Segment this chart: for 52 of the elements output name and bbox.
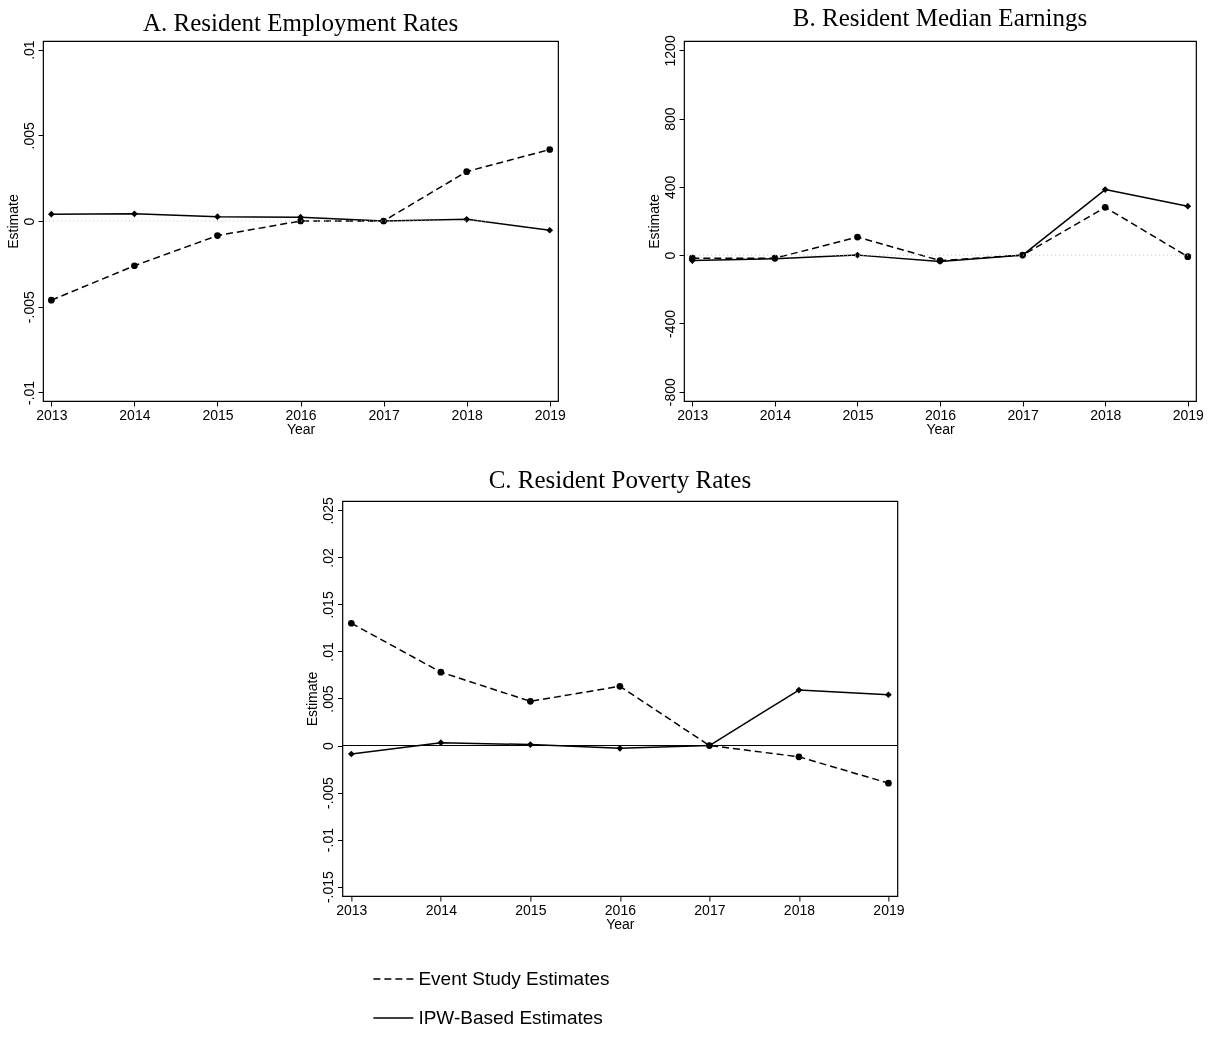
x-tick-label: 2014: [119, 406, 151, 423]
y-tick-label: .02: [319, 547, 336, 568]
x-tick-label: 2013: [336, 901, 368, 918]
y-tick-label: -.005: [20, 291, 37, 324]
y-tick-label: 0: [661, 251, 678, 260]
x-axis-title: Year: [926, 420, 956, 437]
y-tick-label: 0: [319, 741, 336, 750]
x-tick-label: 2018: [783, 901, 816, 918]
x-tick-label: 2015: [842, 406, 874, 423]
y-tick-label: -.01: [20, 380, 37, 405]
x-tick-label: 2016: [604, 901, 637, 918]
chart-title: A. Resident Employment Rates: [142, 8, 459, 36]
y-tick-label: .005: [20, 121, 37, 150]
x-tick-label: 2014: [425, 901, 458, 918]
x-tick-label: 2015: [202, 406, 234, 423]
x-tick-label: 2016: [924, 406, 957, 423]
x-tick-label: 2019: [873, 901, 905, 918]
x-tick-label: 2019: [534, 406, 567, 423]
legend-label: Event Study Estimates: [418, 968, 610, 989]
x-tick-label: 2013: [677, 406, 709, 423]
x-axis-title: Year: [286, 420, 316, 437]
y-tick-label: 1200: [661, 35, 678, 67]
y-tick-label: -400: [661, 309, 678, 338]
x-tick-label: 2018: [1090, 406, 1122, 423]
y-tick-label: -.01: [319, 827, 336, 853]
y-axis-title: Estimate: [303, 671, 320, 727]
legend-label: IPW-Based Estimates: [418, 1007, 603, 1028]
x-tick-label: 2017: [694, 901, 726, 918]
y-axis-title: Estimate: [645, 194, 662, 249]
x-tick-label: 2019: [1172, 406, 1205, 423]
chart-title: C. Resident Poverty Rates: [488, 465, 752, 493]
x-tick-label: 2014: [759, 406, 792, 423]
y-tick-label: -.005: [319, 776, 336, 810]
y-tick-label: -.015: [319, 870, 336, 904]
x-tick-label: 2013: [36, 406, 68, 423]
x-tick-label: 2016: [285, 406, 317, 423]
y-tick-label: 800: [661, 107, 678, 131]
y-tick-label: 0: [20, 217, 37, 226]
y-axis-title: Estimate: [4, 194, 21, 249]
x-tick-label: 2017: [368, 406, 400, 423]
y-tick-label: .005: [319, 685, 336, 713]
x-tick-label: 2018: [451, 406, 483, 423]
x-axis-title: Year: [606, 915, 635, 932]
x-tick-label: 2015: [515, 901, 547, 918]
chart-title: B. Resident Median Earnings: [792, 3, 1088, 31]
y-tick-label: 400: [661, 175, 678, 200]
y-tick-label: .01: [319, 642, 336, 662]
x-tick-label: 2017: [1007, 406, 1039, 423]
y-tick-label: .015: [319, 591, 336, 619]
y-tick-label: .01: [20, 40, 37, 60]
y-tick-label: -800: [661, 377, 678, 407]
y-tick-label: .025: [319, 497, 336, 525]
